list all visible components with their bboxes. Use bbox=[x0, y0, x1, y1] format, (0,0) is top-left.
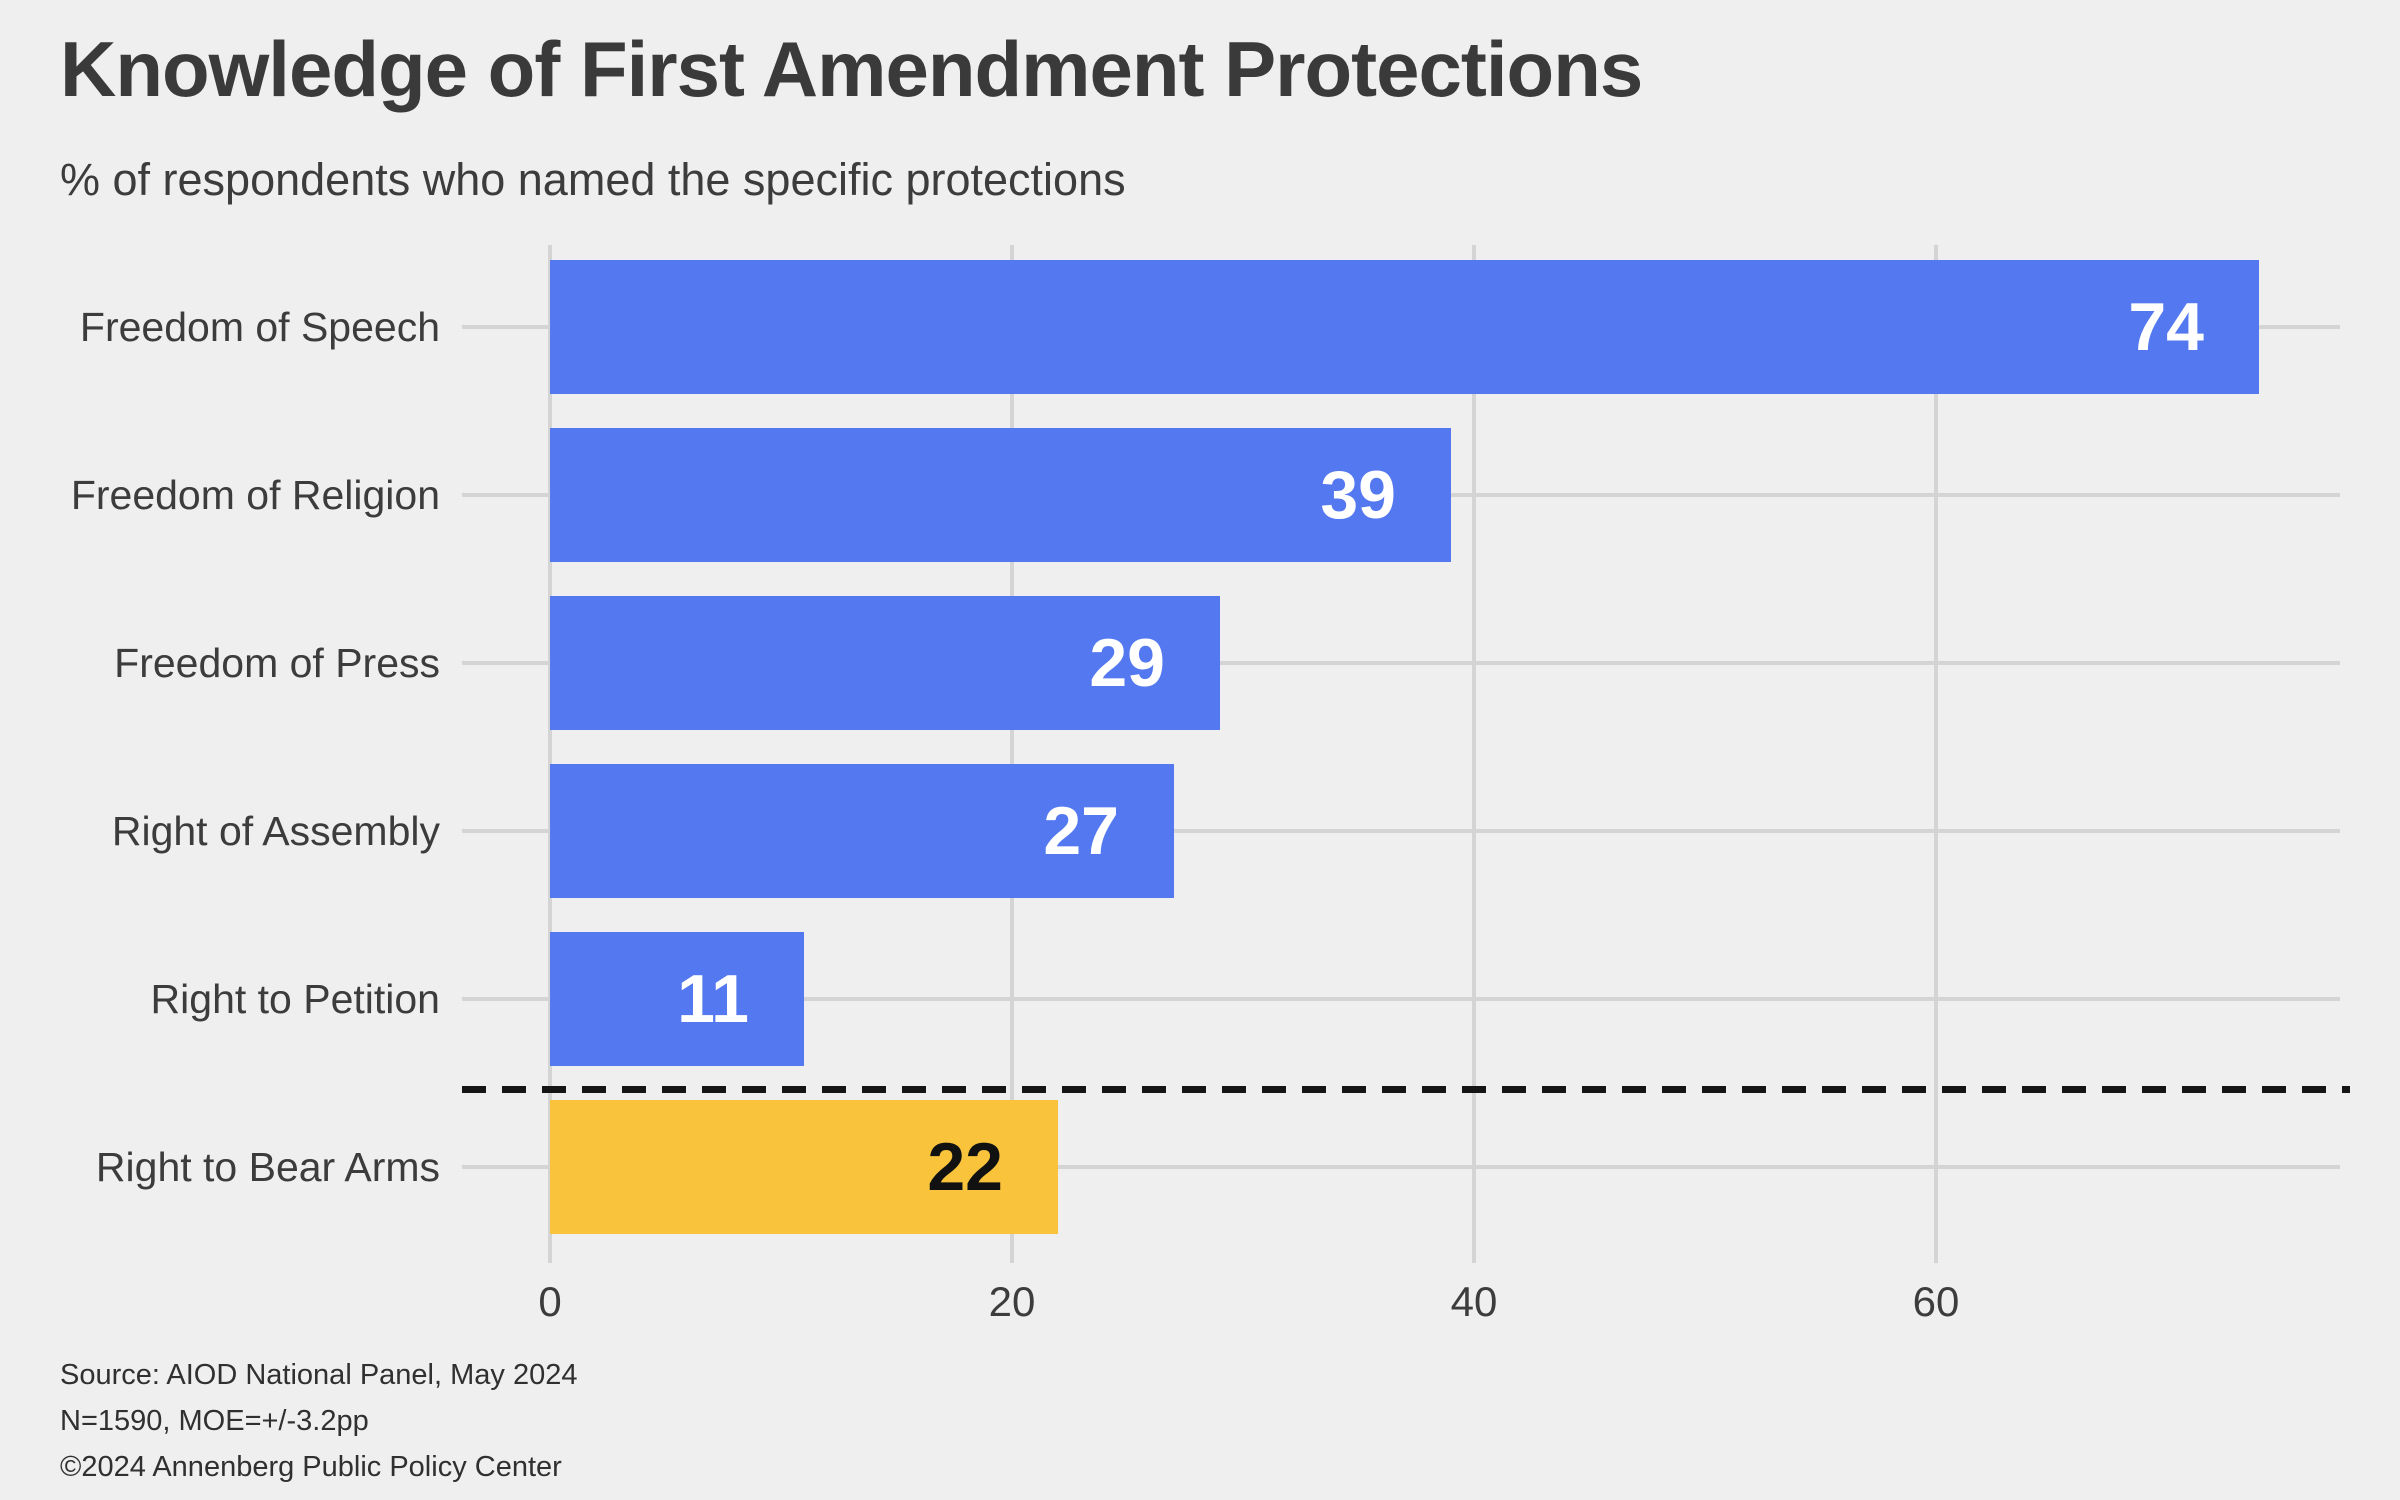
row-gridline bbox=[462, 829, 2340, 833]
category-label: Right of Assembly bbox=[111, 808, 440, 854]
x-tick-label: 60 bbox=[1912, 1278, 1960, 1325]
bar-value-label: 22 bbox=[927, 1129, 1003, 1205]
bar-value-label: 74 bbox=[2128, 289, 2204, 365]
source-line: N=1590, MOE=+/-3.2pp bbox=[60, 1405, 369, 1437]
source-line: ©2024 Annenberg Public Policy Center bbox=[60, 1451, 562, 1483]
bar: 74 bbox=[550, 260, 2259, 394]
row-gridline bbox=[462, 1165, 2340, 1169]
bar: 22 bbox=[550, 1100, 1058, 1234]
dashed-divider-line bbox=[462, 1086, 2350, 1093]
category-label: Freedom of Press bbox=[114, 640, 440, 686]
bar-value-label: 39 bbox=[1320, 457, 1396, 533]
bar-value-label: 29 bbox=[1089, 625, 1165, 701]
x-tick-label: 40 bbox=[1450, 1278, 1498, 1325]
bar: 11 bbox=[550, 932, 804, 1066]
chart-title: Knowledge of First Amendment Protections bbox=[60, 25, 1643, 113]
x-gridline bbox=[548, 245, 552, 1263]
category-label: Freedom of Religion bbox=[70, 472, 440, 518]
x-gridline bbox=[1472, 245, 1476, 1263]
x-gridline bbox=[1010, 245, 1014, 1263]
category-label: Freedom of Speech bbox=[79, 304, 440, 350]
x-gridline bbox=[1934, 245, 1938, 1263]
bar-value-label: 27 bbox=[1043, 793, 1119, 869]
bar-value-label: 11 bbox=[677, 961, 749, 1037]
row-gridline bbox=[462, 661, 2340, 665]
x-tick-label: 0 bbox=[538, 1278, 562, 1325]
source-note: Source: AIOD National Panel, May 2024 N=… bbox=[60, 1352, 577, 1490]
category-label: Right to Bear Arms bbox=[95, 1144, 440, 1190]
bar: 39 bbox=[550, 428, 1451, 562]
bar: 29 bbox=[550, 596, 1220, 730]
chart-subtitle: % of respondents who named the specific … bbox=[60, 154, 1126, 205]
bar: 27 bbox=[550, 764, 1174, 898]
row-gridline bbox=[462, 997, 2340, 1001]
category-label: Right to Petition bbox=[150, 976, 440, 1022]
source-line: Source: AIOD National Panel, May 2024 bbox=[60, 1359, 578, 1391]
x-tick-label: 20 bbox=[988, 1278, 1036, 1325]
